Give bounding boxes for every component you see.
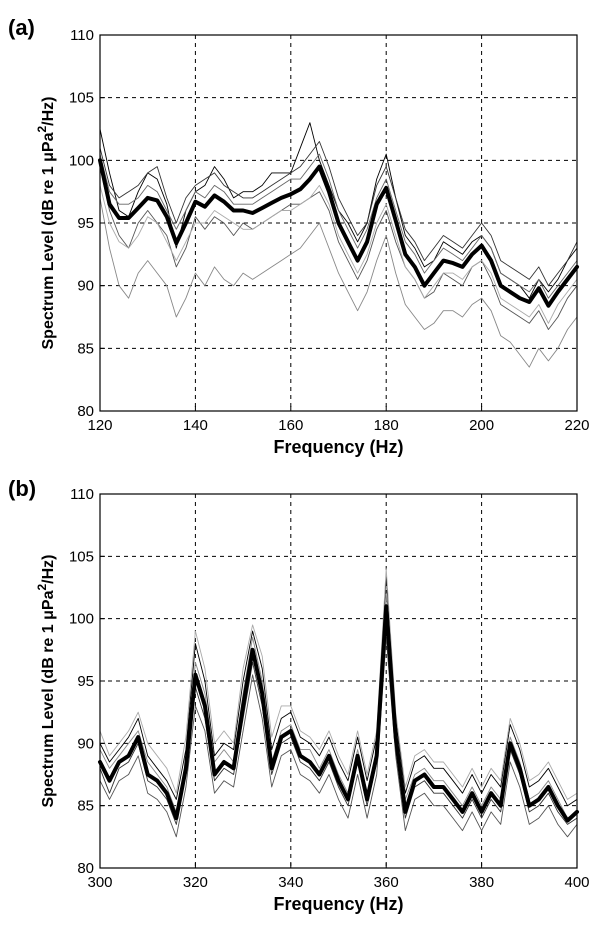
y-axis-label: Spectrum Level (dB re 1 μPa2/Hz) bbox=[35, 97, 57, 350]
y-tick-label: 85 bbox=[77, 798, 94, 815]
panel-b: (b) 300 320 340 360 380 400 80 85 90 95 100 105 110 Fr… bbox=[8, 476, 590, 914]
x-tick-label: 220 bbox=[564, 417, 589, 434]
series-line-individual bbox=[99, 574, 578, 807]
y-tick-label: 95 bbox=[77, 673, 94, 690]
series-line-individual bbox=[99, 166, 578, 330]
y-tick-label: 100 bbox=[69, 152, 94, 169]
series-line-mean bbox=[98, 604, 579, 823]
x-tick-label: 140 bbox=[183, 417, 208, 434]
y-axis-label-unit: μPa bbox=[40, 590, 57, 619]
x-tick-label: 160 bbox=[278, 417, 303, 434]
y-tick-label: 95 bbox=[77, 215, 94, 232]
panel-label: (a) bbox=[8, 15, 35, 40]
y-axis-label-superscript: 2 bbox=[35, 584, 49, 591]
y-axis-label: Spectrum Level (dB re 1 μPa2/Hz) bbox=[35, 555, 57, 808]
series-line-individual bbox=[99, 141, 578, 287]
y-tick-label: 110 bbox=[70, 27, 94, 44]
y-axis-label-unit: μPa bbox=[40, 132, 57, 161]
y-axis-label-tail: /Hz) bbox=[40, 97, 57, 126]
y-axis-label-main: Spectrum Level (dB re 1 bbox=[40, 162, 57, 350]
x-tick-label: 300 bbox=[87, 874, 112, 891]
x-tick-label: 120 bbox=[87, 417, 112, 434]
x-tick-label: 400 bbox=[564, 874, 589, 891]
x-tick-label: 180 bbox=[374, 417, 399, 434]
y-tick-label: 105 bbox=[69, 90, 94, 107]
series-line-individual bbox=[99, 636, 578, 838]
series-line-mean bbox=[98, 158, 579, 308]
x-tick-label: 320 bbox=[183, 874, 208, 891]
y-axis-label-tail: /Hz) bbox=[40, 555, 57, 584]
y-tick-label: 80 bbox=[77, 403, 94, 420]
series-line-individual bbox=[99, 568, 578, 800]
x-axis-label: Frequency (Hz) bbox=[273, 894, 403, 914]
y-tick-label: 90 bbox=[77, 735, 94, 752]
grid bbox=[100, 35, 577, 411]
x-tick-label: 360 bbox=[374, 874, 399, 891]
y-axis-label-superscript: 2 bbox=[35, 126, 49, 133]
y-tick-label: 90 bbox=[77, 278, 94, 295]
x-tick-label: 200 bbox=[469, 417, 494, 434]
y-tick-label: 85 bbox=[77, 340, 94, 357]
series-line-individual bbox=[99, 184, 578, 324]
x-axis-label: Frequency (Hz) bbox=[273, 437, 403, 457]
x-tick-label: 380 bbox=[469, 874, 494, 891]
x-tick-label: 340 bbox=[278, 874, 303, 891]
y-tick-label: 110 bbox=[70, 486, 94, 503]
y-tick-label: 105 bbox=[69, 548, 94, 565]
y-axis-label-main: Spectrum Level (dB re 1 bbox=[40, 620, 57, 808]
series-line-individual bbox=[99, 197, 578, 368]
y-tick-label: 100 bbox=[69, 611, 94, 628]
series-line-individual bbox=[99, 153, 578, 299]
panel-a: (a) 120 140 160 180 200 220 80 85 90 95 100 105 110 Fr… bbox=[8, 15, 590, 457]
panel-label: (b) bbox=[8, 476, 36, 501]
y-tick-label: 80 bbox=[77, 860, 94, 877]
